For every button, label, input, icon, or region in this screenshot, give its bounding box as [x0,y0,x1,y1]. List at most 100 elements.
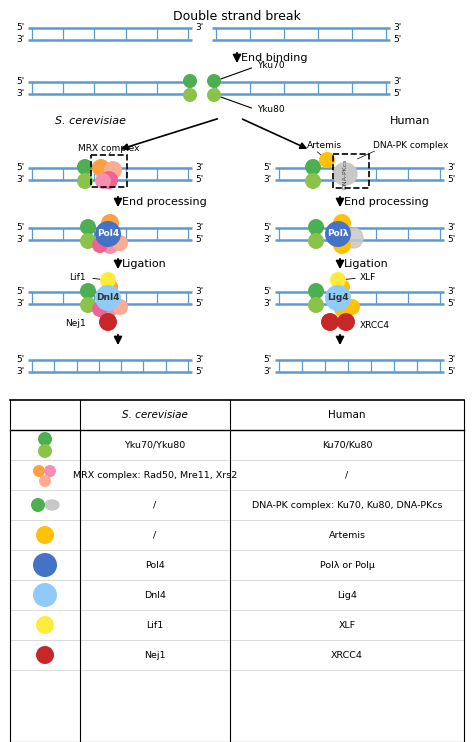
Circle shape [44,465,56,477]
Text: 5': 5' [17,287,25,297]
Text: 5': 5' [17,24,25,33]
Text: Ku70/Ku80: Ku70/Ku80 [322,441,372,450]
Text: Pol4: Pol4 [97,229,119,238]
Text: 3': 3' [195,223,203,232]
Circle shape [33,465,45,477]
Circle shape [333,214,351,232]
Text: DNA-PK complex: DNA-PK complex [373,141,448,150]
Text: 3': 3' [447,287,455,297]
Text: 5': 5' [447,176,455,185]
Circle shape [325,221,351,247]
Text: 3': 3' [195,287,203,297]
Circle shape [100,272,116,288]
Text: XLF: XLF [338,620,356,629]
Text: 5': 5' [393,36,401,45]
Text: 3': 3' [195,355,203,364]
Circle shape [92,237,108,253]
Text: 5': 5' [393,90,401,99]
Circle shape [36,526,54,544]
Text: Artemis: Artemis [307,141,342,150]
Text: Human: Human [328,410,366,420]
Text: 3': 3' [17,367,25,376]
Text: 3': 3' [393,77,401,87]
Circle shape [337,313,355,331]
Circle shape [95,285,121,311]
Text: 3': 3' [17,36,25,45]
Text: MRX complex: Rad50, Mre11, Xrs2: MRX complex: Rad50, Mre11, Xrs2 [73,470,237,479]
Circle shape [319,152,335,168]
Circle shape [183,74,197,88]
Circle shape [80,297,96,313]
Text: XRCC4: XRCC4 [331,651,363,660]
Text: 5': 5' [264,287,272,297]
Text: Lif1: Lif1 [69,274,86,283]
Text: End processing: End processing [122,197,207,207]
Text: 5': 5' [264,163,272,172]
Text: 3': 3' [447,163,455,172]
Text: Yku70/Yku80: Yku70/Yku80 [124,441,186,450]
Text: 3': 3' [264,235,272,245]
Circle shape [95,173,111,189]
Text: Lig4: Lig4 [327,294,349,303]
Text: 5': 5' [195,235,203,245]
Circle shape [207,74,221,88]
Circle shape [112,235,128,251]
Text: 5': 5' [195,367,203,376]
Text: 3': 3' [447,355,455,364]
Text: Nej1: Nej1 [65,320,86,329]
Circle shape [305,159,321,175]
Text: 3': 3' [195,163,203,172]
Circle shape [33,583,57,607]
Circle shape [92,301,108,317]
Text: 3': 3' [393,24,401,33]
Circle shape [305,173,321,189]
Circle shape [102,279,118,295]
Circle shape [99,313,117,331]
Ellipse shape [45,500,59,510]
Circle shape [36,616,54,634]
Circle shape [31,498,45,512]
Circle shape [33,553,57,577]
Circle shape [77,159,93,175]
Text: /: / [154,501,156,510]
Circle shape [334,301,350,317]
Text: S. cerevisiae: S. cerevisiae [55,116,126,126]
Text: Nej1: Nej1 [144,651,166,660]
Circle shape [112,299,128,315]
Circle shape [308,233,324,249]
Text: Human: Human [390,116,430,126]
Text: 3': 3' [264,176,272,185]
Text: Yku70: Yku70 [220,62,284,79]
Circle shape [330,272,346,288]
Text: Polλ: Polλ [327,229,349,238]
Circle shape [101,236,119,254]
Circle shape [39,475,51,487]
Circle shape [308,297,324,313]
Text: 5': 5' [195,176,203,185]
Circle shape [80,283,96,299]
Text: Dnl4: Dnl4 [96,294,120,303]
Circle shape [92,159,110,177]
Text: XRCC4: XRCC4 [360,321,390,330]
Text: Ligation: Ligation [122,259,167,269]
Text: 3': 3' [264,300,272,309]
Circle shape [77,173,93,189]
Text: Lif1: Lif1 [146,620,164,629]
Text: XLF: XLF [360,274,376,283]
Text: S. cerevisiae: S. cerevisiae [122,410,188,420]
Circle shape [38,444,52,458]
Text: 5': 5' [447,300,455,309]
Text: Polλ or Polμ: Polλ or Polμ [319,560,374,570]
Text: MRX complex: MRX complex [78,144,140,153]
Circle shape [183,88,197,102]
Text: DNA-PK complex: Ku70, Ku80, DNA-PKcs: DNA-PK complex: Ku70, Ku80, DNA-PKcs [252,501,442,510]
Text: /: / [346,470,348,479]
Text: 5': 5' [17,163,25,172]
Circle shape [95,221,121,247]
Circle shape [207,88,221,102]
Text: End binding: End binding [241,53,308,63]
Text: Ligation: Ligation [344,259,389,269]
Text: Yku80: Yku80 [220,97,284,114]
Circle shape [308,283,324,299]
Text: 3': 3' [195,24,203,33]
